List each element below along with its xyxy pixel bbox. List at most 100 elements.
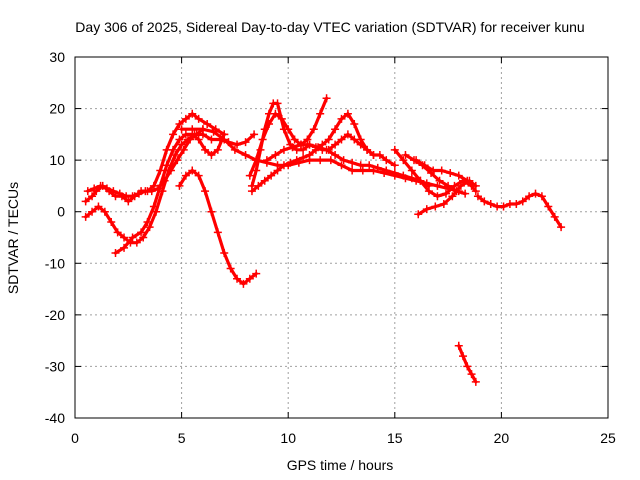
- data-point-marker: [254, 181, 263, 190]
- data-point-marker: [88, 207, 97, 216]
- data-point-marker: [390, 145, 399, 154]
- data-point-marker: [363, 145, 372, 154]
- data-point-marker: [226, 264, 235, 273]
- data-point-marker: [201, 145, 210, 154]
- data-point-marker: [292, 156, 301, 165]
- data-point-marker: [486, 199, 495, 208]
- data-point-marker: [331, 125, 340, 134]
- data-point-marker: [128, 192, 137, 201]
- data-point-marker: [175, 135, 184, 144]
- data-point-marker: [499, 202, 508, 211]
- data-point-marker: [194, 114, 203, 123]
- tick-layer: 0 5 10 15 20 25 -40 -30 -20 -10 0 10 20 30: [45, 49, 616, 446]
- data-point-marker: [459, 352, 468, 361]
- data-point-marker: [337, 161, 346, 170]
- y-tick-label: -20: [45, 307, 65, 323]
- data-point-marker: [433, 192, 442, 201]
- data-point-marker: [107, 218, 116, 227]
- data-point-marker: [407, 166, 416, 175]
- data-point-marker: [267, 171, 276, 180]
- series-line: [393, 148, 474, 198]
- data-point-marker: [326, 156, 335, 165]
- data-point-marker: [448, 192, 457, 201]
- data-point-marker: [309, 125, 318, 134]
- data-point-marker: [120, 243, 129, 252]
- data-point-marker: [203, 120, 212, 129]
- data-point-marker: [247, 187, 256, 196]
- data-point-marker: [429, 166, 438, 175]
- data-point-marker: [132, 238, 141, 247]
- data-point-marker: [220, 248, 229, 257]
- data-point-marker: [166, 166, 175, 175]
- data-point-marker: [220, 135, 229, 144]
- data-point-marker: [245, 274, 254, 283]
- y-tick-label: -30: [45, 358, 65, 374]
- data-point-marker: [399, 156, 408, 165]
- data-point-marker: [245, 171, 254, 180]
- data-point-marker: [537, 192, 546, 201]
- data-point-marker: [252, 166, 261, 175]
- data-point-marker: [81, 197, 90, 206]
- series-arc-9: [247, 109, 378, 196]
- data-point-marker: [186, 135, 195, 144]
- data-point-marker: [188, 166, 197, 175]
- data-point-marker: [414, 210, 423, 219]
- data-point-marker: [288, 143, 297, 152]
- data-point-marker: [115, 189, 124, 198]
- data-point-marker: [356, 135, 365, 144]
- data-point-marker: [420, 161, 429, 170]
- data-point-marker: [456, 181, 465, 190]
- data-point-marker: [134, 189, 143, 198]
- data-point-marker: [446, 169, 455, 178]
- data-point-marker: [207, 135, 216, 144]
- data-point-marker: [444, 181, 453, 190]
- data-point-marker: [213, 145, 222, 154]
- data-point-marker: [365, 161, 374, 170]
- data-point-marker: [265, 109, 274, 118]
- data-point-marker: [100, 207, 109, 216]
- data-point-marker: [382, 156, 391, 165]
- data-point-marker: [471, 181, 480, 190]
- x-tick-label: 0: [71, 430, 79, 446]
- data-point-marker: [241, 150, 250, 159]
- series-line: [414, 158, 478, 193]
- data-point-marker: [358, 166, 367, 175]
- data-point-marker: [424, 187, 433, 196]
- data-point-marker: [435, 176, 444, 185]
- data-point-marker: [518, 197, 527, 206]
- data-point-marker: [94, 202, 103, 211]
- data-point-marker: [390, 169, 399, 178]
- data-point-marker: [230, 145, 239, 154]
- series-line: [250, 112, 376, 193]
- data-point-marker: [324, 135, 333, 144]
- data-point-marker: [463, 362, 472, 371]
- y-tick-label: -40: [45, 410, 65, 426]
- data-point-marker: [550, 212, 559, 221]
- data-point-marker: [181, 171, 190, 180]
- data-point-marker: [194, 171, 203, 180]
- data-point-marker: [461, 189, 470, 198]
- data-point-marker: [343, 109, 352, 118]
- data-point-marker: [331, 140, 340, 149]
- data-point-marker: [109, 187, 118, 196]
- data-point-marker: [179, 145, 188, 154]
- data-point-marker: [416, 176, 425, 185]
- series-arc-4: [111, 130, 229, 257]
- data-point-marker: [441, 189, 450, 198]
- data-point-marker: [209, 127, 218, 136]
- data-point-marker: [480, 197, 489, 206]
- y-axis-label: SDTVAR / TECUs: [5, 182, 21, 294]
- data-point-marker: [279, 145, 288, 154]
- data-point-marker: [331, 150, 340, 159]
- data-point-marker: [139, 233, 148, 242]
- data-point-marker: [102, 184, 111, 193]
- data-point-marker: [343, 130, 352, 139]
- data-point-marker: [412, 156, 421, 165]
- data-point-marker: [201, 187, 210, 196]
- data-point-marker: [81, 212, 90, 221]
- data-point-marker: [120, 233, 129, 242]
- data-point-marker: [512, 199, 521, 208]
- data-point-marker: [239, 279, 248, 288]
- data-point-marker: [156, 181, 165, 190]
- data-point-marker: [339, 156, 348, 165]
